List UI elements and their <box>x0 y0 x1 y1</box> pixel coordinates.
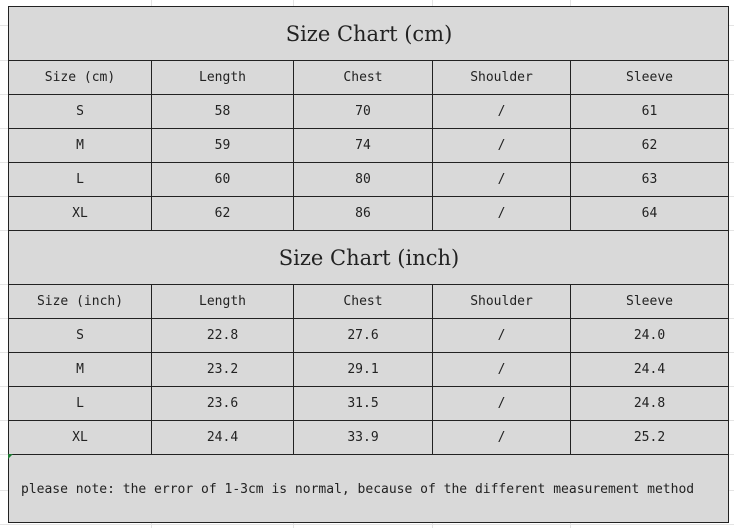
table-cell[interactable]: / <box>433 421 571 455</box>
table-cell[interactable]: 60 <box>152 163 294 197</box>
table-cell[interactable]: 80 <box>294 163 433 197</box>
table-title[interactable]: Size Chart (cm) <box>9 7 729 61</box>
table-cell[interactable]: 61 <box>571 95 729 129</box>
column-header[interactable]: Shoulder <box>433 61 571 95</box>
table-cell[interactable]: 86 <box>294 197 433 231</box>
table-cell[interactable]: 58 <box>152 95 294 129</box>
cell-comment-marker <box>8 454 13 459</box>
table-cell[interactable]: 33.9 <box>294 421 433 455</box>
table-cell[interactable]: 24.4 <box>152 421 294 455</box>
table-cell[interactable]: 23.2 <box>152 353 294 387</box>
column-header[interactable]: Shoulder <box>433 285 571 319</box>
gridline <box>0 524 734 525</box>
table-cell[interactable]: 22.8 <box>152 319 294 353</box>
table-cell[interactable]: / <box>433 387 571 421</box>
column-header[interactable]: Size (cm) <box>9 61 152 95</box>
table-cell[interactable]: 24.4 <box>571 353 729 387</box>
table-cell[interactable]: / <box>433 197 571 231</box>
table-title[interactable]: Size Chart (inch) <box>9 231 729 285</box>
table-cell[interactable]: 24.0 <box>571 319 729 353</box>
column-header[interactable]: Chest <box>294 61 433 95</box>
table-cell[interactable]: M <box>9 353 152 387</box>
table-cell[interactable]: 27.6 <box>294 319 433 353</box>
table-cell[interactable]: 24.8 <box>571 387 729 421</box>
table-cell[interactable]: 62 <box>571 129 729 163</box>
column-header[interactable]: Sleeve <box>571 61 729 95</box>
table-cell[interactable]: / <box>433 129 571 163</box>
table-cell[interactable]: L <box>9 163 152 197</box>
column-header[interactable]: Length <box>152 285 294 319</box>
table-cell[interactable]: XL <box>9 421 152 455</box>
table-cell[interactable]: 64 <box>571 197 729 231</box>
table-cell[interactable]: 31.5 <box>294 387 433 421</box>
column-header[interactable]: Length <box>152 61 294 95</box>
size-chart-sheet: Size Chart (cm) Size (cm) Length Chest Shoul… <box>8 6 729 523</box>
table-cell[interactable]: / <box>433 95 571 129</box>
measurement-note[interactable]: please note: the error of 1-3cm is norma… <box>21 481 695 497</box>
table-cell[interactable]: XL <box>9 197 152 231</box>
table-cell[interactable]: S <box>9 319 152 353</box>
table-cell[interactable]: 70 <box>294 95 433 129</box>
table-cell[interactable]: 59 <box>152 129 294 163</box>
column-header[interactable]: Sleeve <box>571 285 729 319</box>
column-header[interactable]: Size (inch) <box>9 285 152 319</box>
table-cell[interactable]: 23.6 <box>152 387 294 421</box>
table-cell[interactable]: S <box>9 95 152 129</box>
table-cell[interactable]: 25.2 <box>571 421 729 455</box>
table-cell[interactable]: / <box>433 319 571 353</box>
table-cell[interactable]: M <box>9 129 152 163</box>
table-cell[interactable]: 74 <box>294 129 433 163</box>
table-cell[interactable]: 29.1 <box>294 353 433 387</box>
table-cell[interactable]: / <box>433 353 571 387</box>
table-cell[interactable]: 62 <box>152 197 294 231</box>
column-header[interactable]: Chest <box>294 285 433 319</box>
table-cell[interactable]: L <box>9 387 152 421</box>
table-cell[interactable]: 63 <box>571 163 729 197</box>
table-cell[interactable]: / <box>433 163 571 197</box>
